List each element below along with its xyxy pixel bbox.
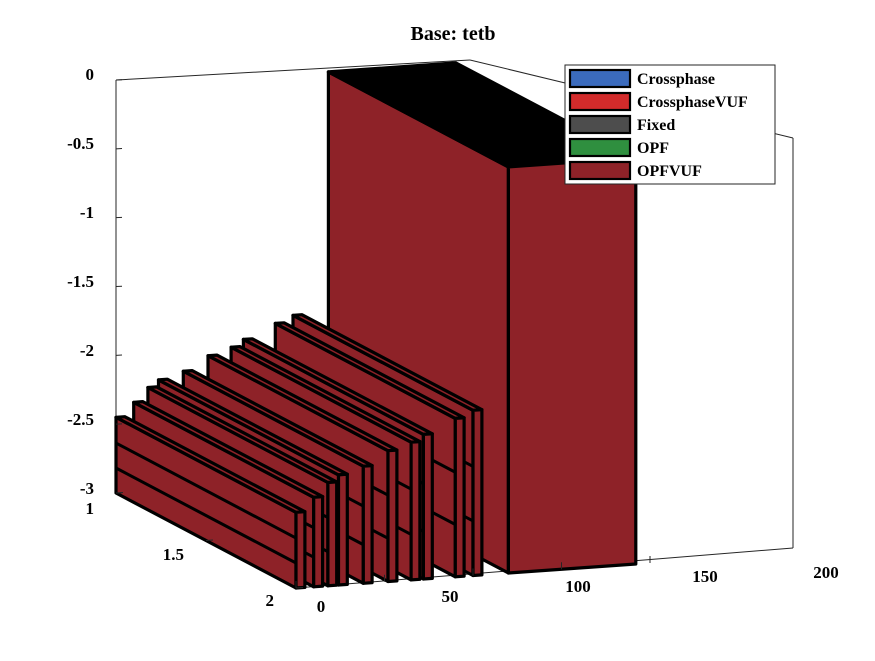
z-tick-label: -1.5 [67, 272, 94, 291]
z-tick-label: 0 [86, 65, 95, 84]
y-tick-label: 2 [266, 591, 275, 610]
legend-label-opfvuf: OPFVUF [637, 163, 702, 180]
ribbon-front [296, 512, 305, 588]
ribbon-front [339, 474, 348, 585]
ribbon-front [473, 410, 482, 576]
ribbon-front [363, 466, 372, 584]
legend-swatch-crossphasevuf [570, 93, 630, 110]
y-tick [116, 493, 123, 494]
legend-label-fixed: Fixed [637, 117, 675, 134]
y-tick [206, 540, 213, 541]
x-tick-label: 50 [442, 587, 459, 606]
z-tick-labels: 0 -0.5 -1 -1.5 -2 -2.5 -3 [67, 65, 94, 498]
chart-title: Base: tetb [411, 23, 496, 45]
legend-swatch-fixed [570, 116, 630, 133]
z-tick-label: -0.5 [67, 134, 94, 153]
x-tick-label: 150 [692, 567, 718, 586]
legend-label-crossphasevuf: CrossphaseVUF [637, 94, 748, 111]
ribbon-series [116, 63, 636, 588]
legend-label-opf: OPF [637, 140, 669, 157]
z-tick-label: -3 [80, 479, 94, 498]
ribbon-front [411, 442, 420, 580]
y-tick-label: 1 [86, 499, 95, 518]
ribbon-front [314, 497, 323, 587]
y-tick-label: 1.5 [163, 545, 184, 564]
ribbon-front [508, 158, 635, 573]
x-tick-label: 0 [317, 597, 326, 616]
ribbon-front [423, 434, 432, 579]
z-tick-label: -1 [80, 203, 94, 222]
x-tick-label: 200 [813, 563, 839, 582]
legend-label-crossphase: Crossphase [637, 71, 715, 88]
ribbon-front [388, 450, 397, 581]
legend-swatch-opf [570, 139, 630, 156]
x-tick-label: 100 [565, 577, 591, 596]
z-tick-label: -2 [80, 341, 94, 360]
z-tick-label: -2.5 [67, 410, 94, 429]
ribbon-front [455, 418, 464, 577]
y-tick [296, 588, 303, 589]
legend-swatch-opfvuf [570, 162, 630, 179]
legend-swatch-crossphase [570, 70, 630, 87]
ribbon-front [328, 482, 337, 586]
legend: Crossphase CrossphaseVUF Fixed OPF OPFVU… [565, 65, 775, 184]
